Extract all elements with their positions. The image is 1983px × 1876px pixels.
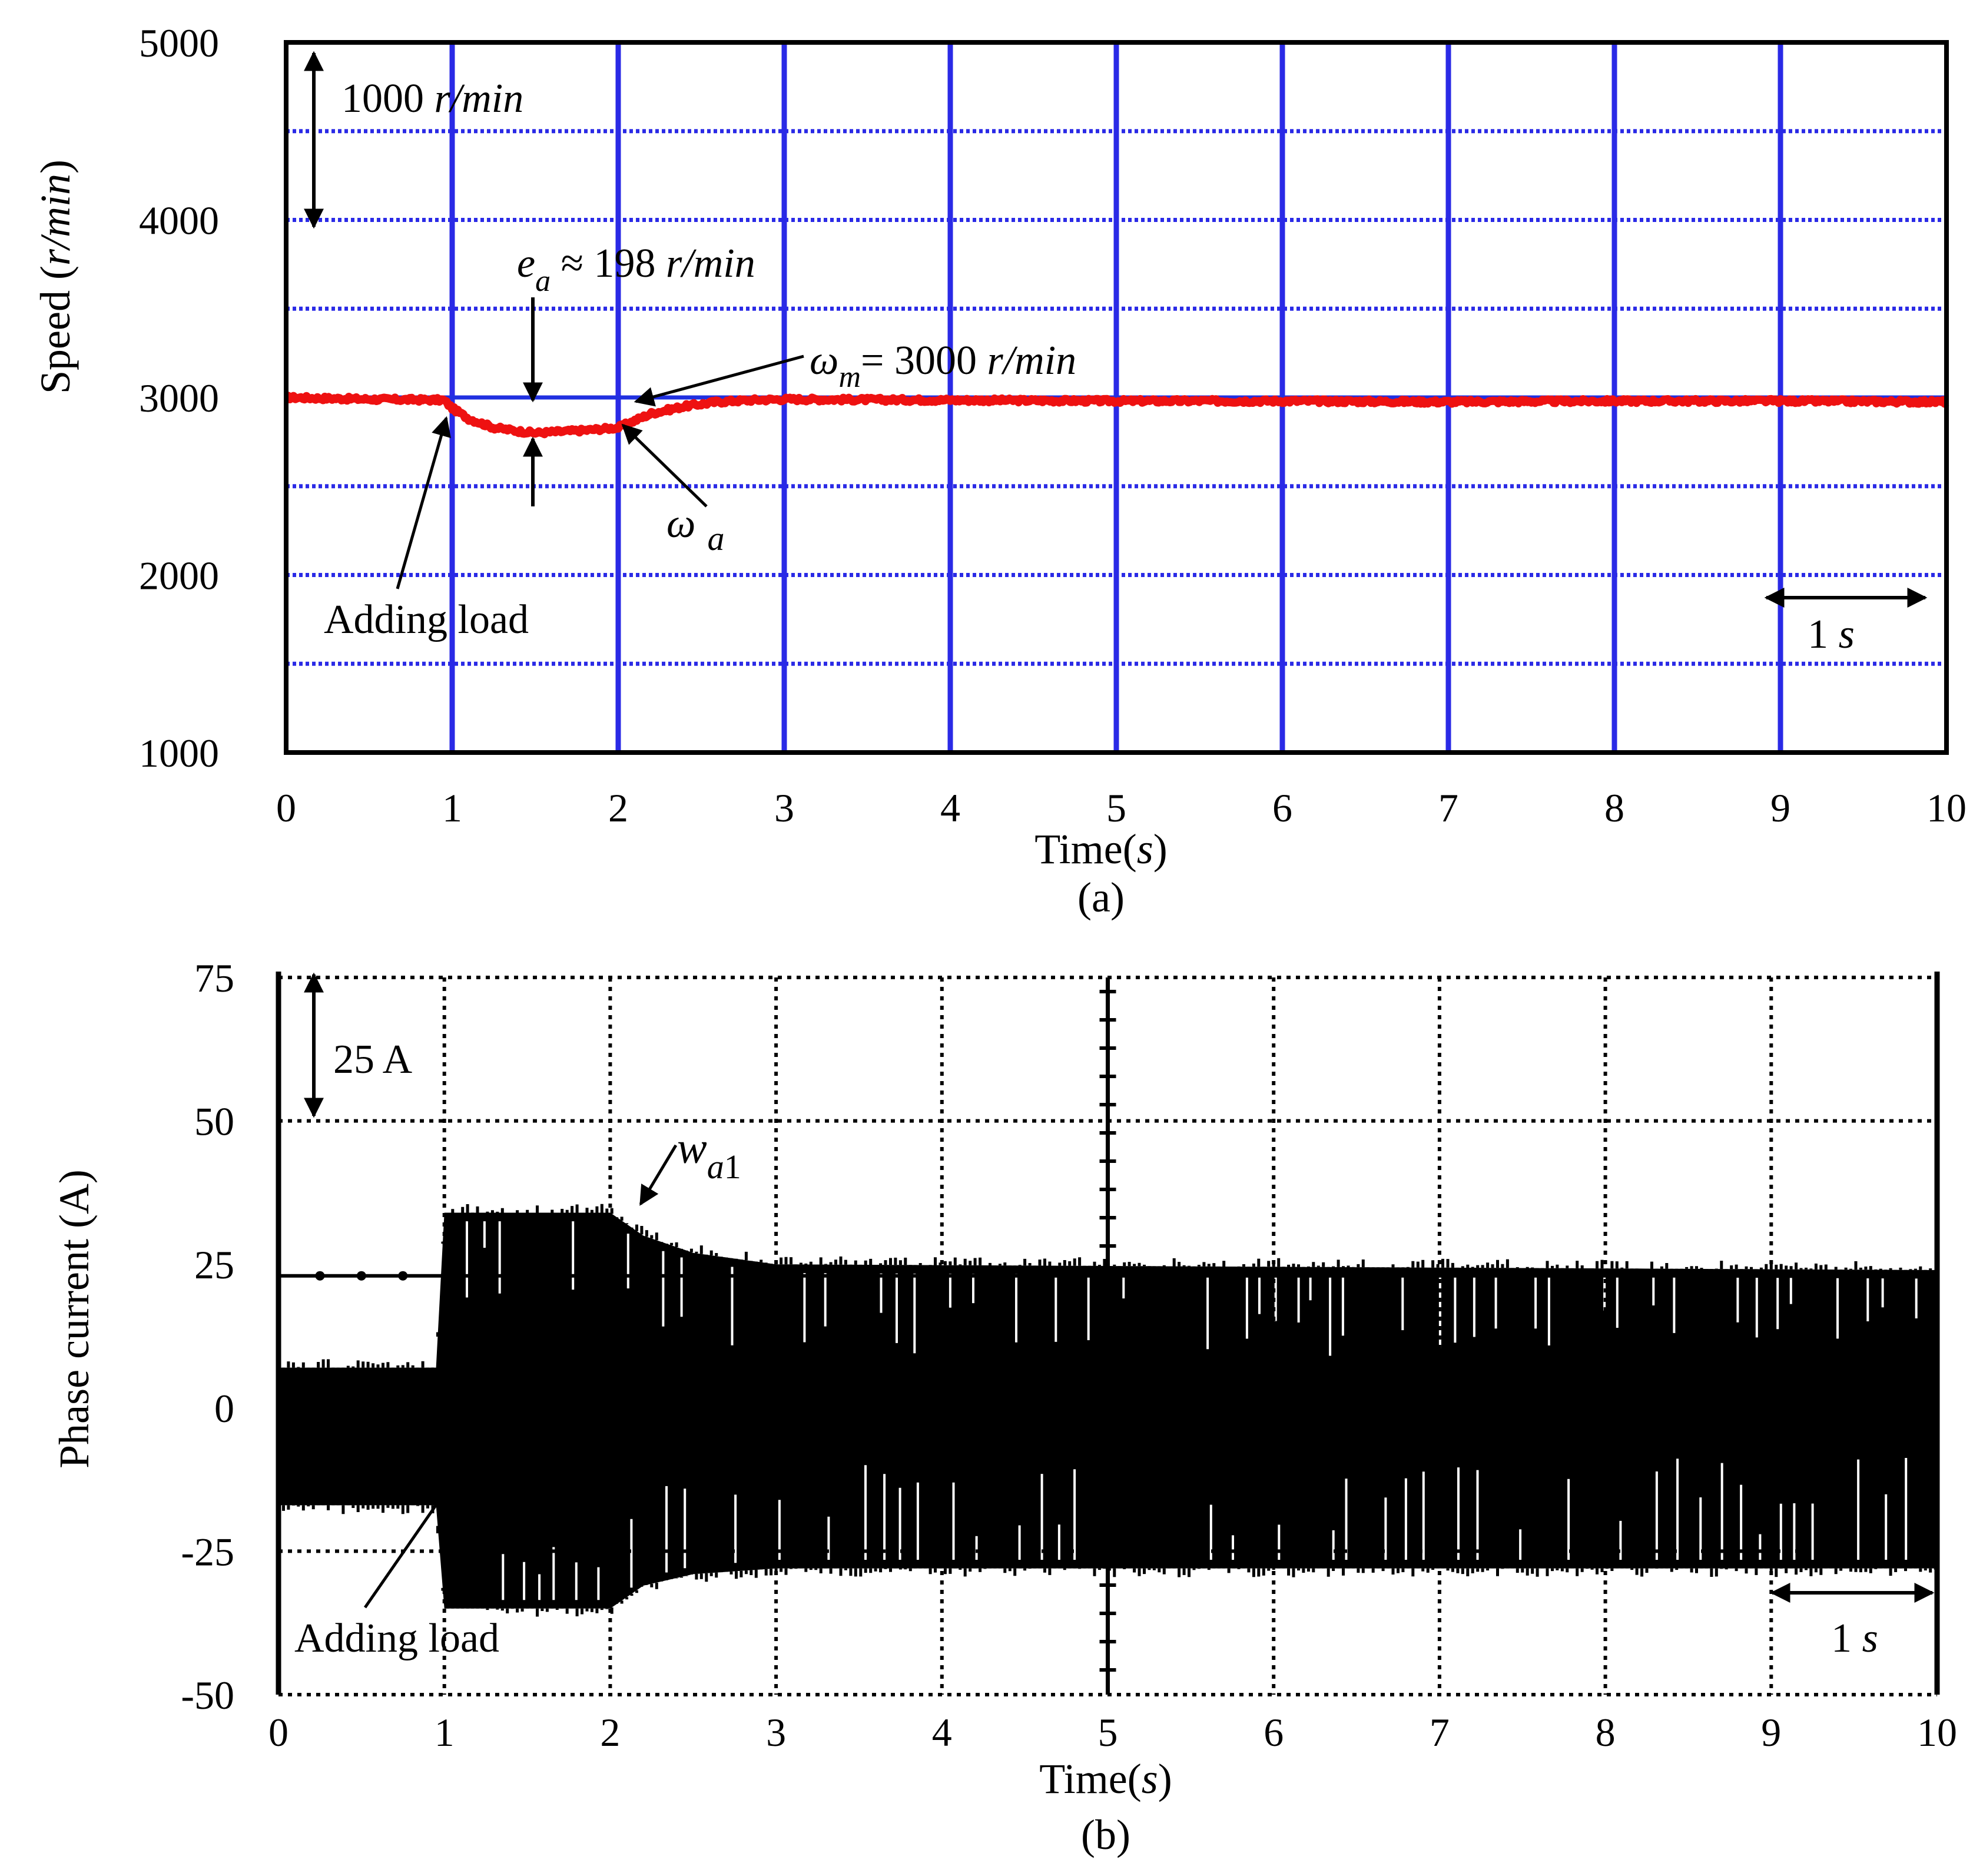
adding-load-label-a: Adding load	[324, 597, 529, 642]
speed-x-tick-label: 7	[1438, 785, 1458, 830]
reference-speed-arrow	[634, 354, 804, 407]
current-x-tick-label: 5	[1098, 1710, 1118, 1755]
speed-chart: 0 1 2 3 4 5 6 7 8 9 10 1000 2000 3000 4000 5000 Speed …	[32, 21, 1967, 921]
speed-y-tick-label: 1000	[139, 731, 219, 775]
speed-y-axis-title: Speed (r/min)	[32, 160, 79, 394]
adding-load-arrow-a	[396, 416, 451, 589]
speed-x-tick-label: 10	[1926, 785, 1967, 830]
current-x-tick-label: 6	[1264, 1710, 1284, 1755]
speed-chart-x-ticks: 0 1 2 3 4 5 6 7 8 9 10	[276, 785, 1967, 830]
phase-current-x-axis-title: Time(s)	[1039, 1755, 1172, 1802]
current-trace-arrow	[639, 1144, 678, 1206]
speed-error-label: ea ≈ 198 r/min	[517, 241, 755, 298]
speed-x-tick-label: 9	[1770, 785, 1790, 830]
actual-speed-trace	[284, 392, 1949, 439]
current-x-tick-label: 0	[268, 1710, 289, 1755]
speed-chart-frame	[284, 40, 1949, 755]
speed-y-tick-label: 4000	[139, 198, 219, 243]
time-scale-label-a: 1 s	[1808, 612, 1855, 657]
current-x-tick-label: 8	[1596, 1710, 1616, 1755]
speed-x-tick-label: 2	[608, 785, 628, 830]
phase-current-chart-frame	[276, 972, 1940, 1695]
caption-b: (b)	[1081, 1811, 1130, 1858]
time-scale-label-b: 1 s	[1831, 1616, 1878, 1661]
speed-x-tick-label: 6	[1272, 785, 1292, 830]
current-trace-label: wa1	[677, 1123, 741, 1186]
speed-x-tick-label: 8	[1604, 785, 1624, 830]
current-scale-label: 25 A	[333, 1037, 413, 1082]
speed-y-tick-label: 3000	[139, 376, 219, 420]
phase-current-y-axis-title: Phase current (A)	[51, 1169, 98, 1469]
current-y-tick-label: -50	[181, 1673, 234, 1718]
reference-speed-label: ωm= 3000 r/min	[810, 338, 1076, 394]
speed-x-tick-label: 3	[774, 785, 794, 830]
phase-current-spikes	[466, 1221, 1918, 1600]
adding-load-arrow-b	[363, 1487, 449, 1609]
phase-current-x-ticks: 0 1 2 3 4 5 6 7 8 9 10	[268, 1710, 1957, 1755]
speed-x-tick-label: 4	[940, 785, 960, 830]
current-x-tick-label: 7	[1430, 1710, 1450, 1755]
current-y-tick-label: -25	[181, 1529, 234, 1574]
current-x-tick-label: 2	[600, 1710, 620, 1755]
current-y-tick-label: 75	[194, 956, 234, 1000]
current-y-tick-label: 25	[194, 1242, 234, 1287]
current-x-tick-label: 4	[932, 1710, 952, 1755]
caption-a: (a)	[1077, 874, 1125, 921]
speed-scale-label: 1000 r/min	[341, 76, 523, 121]
phase-current-chart-grid	[278, 976, 1937, 1696]
current-y-tick-label: 0	[214, 1386, 234, 1431]
current-x-tick-label: 3	[766, 1710, 786, 1755]
current-x-tick-label: 9	[1761, 1710, 1781, 1755]
phase-current-y-ticks: -50 -25 0 25 50 75	[181, 956, 234, 1718]
current-x-tick-label: 1	[435, 1710, 455, 1755]
current-y-tick-label: 50	[194, 1099, 234, 1144]
speed-x-axis-title: Time(s)	[1034, 826, 1167, 873]
actual-speed-arrow	[621, 423, 708, 508]
speed-y-tick-label: 5000	[139, 21, 219, 65]
speed-y-tick-label: 2000	[139, 553, 219, 598]
current-x-tick-label: 10	[1917, 1710, 1957, 1755]
speed-x-tick-label: 1	[442, 785, 462, 830]
speed-chart-y-ticks: 1000 2000 3000 4000 5000	[139, 21, 219, 775]
adding-load-label-b: Adding load	[294, 1616, 499, 1661]
speed-x-tick-label: 5	[1106, 785, 1126, 830]
speed-x-tick-label: 0	[276, 785, 296, 830]
phase-current-chart: 0 1 2 3 4 5 6 7 8 9 10 -50 -25 0 25 50 75 Phase current…	[51, 956, 1957, 1858]
